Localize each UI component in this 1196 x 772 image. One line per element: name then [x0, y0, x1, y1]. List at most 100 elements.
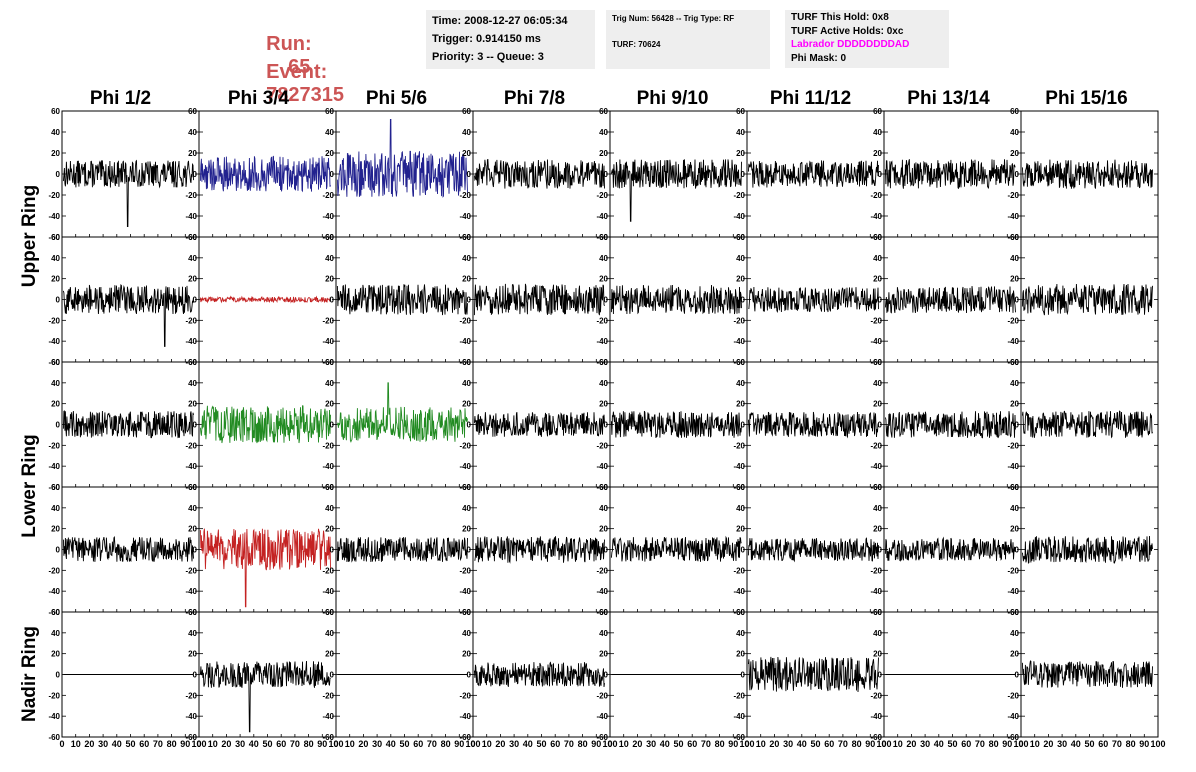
y-tick-label: 40 — [1010, 128, 1019, 137]
y-tick-label: 40 — [736, 629, 745, 638]
x-tick-label: 90 — [454, 739, 464, 749]
y-tick-label: 0 — [878, 170, 883, 179]
x-tick-label: 90 — [317, 739, 327, 749]
y-tick-label: -40 — [596, 462, 608, 471]
y-tick-label: -60 — [48, 233, 60, 242]
y-tick-label: 0 — [604, 296, 609, 305]
y-tick-label: 0 — [878, 546, 883, 555]
x-tick-label: 0 — [333, 739, 338, 749]
y-tick-label: 20 — [873, 275, 882, 284]
x-tick-label: 30 — [98, 739, 108, 749]
x-tick-label: 20 — [84, 739, 94, 749]
x-tick-label: 80 — [989, 739, 999, 749]
x-tick-label: 100 — [1150, 739, 1165, 749]
x-tick-label: 80 — [1126, 739, 1136, 749]
y-tick-label: 60 — [51, 608, 60, 617]
x-tick-label: 70 — [1112, 739, 1122, 749]
y-tick-label: 60 — [188, 233, 197, 242]
y-tick-label: 60 — [736, 483, 745, 492]
waveform-series — [473, 159, 605, 189]
y-tick-label: -40 — [459, 337, 471, 346]
y-tick-label: 0 — [56, 671, 61, 680]
y-tick-label: 60 — [51, 483, 60, 492]
x-tick-label: 10 — [893, 739, 903, 749]
y-tick-label: -40 — [322, 587, 334, 596]
y-tick-label: 60 — [188, 107, 197, 116]
y-tick-label: 60 — [51, 107, 60, 116]
y-tick-label: -20 — [870, 691, 882, 700]
y-tick-label: 40 — [462, 629, 471, 638]
y-tick-label: 40 — [188, 379, 197, 388]
x-tick-label: 100 — [328, 739, 343, 749]
x-tick-label: 70 — [153, 739, 163, 749]
y-tick-label: 40 — [325, 128, 334, 137]
y-tick-label: 0 — [56, 170, 61, 179]
x-tick-label: 10 — [345, 739, 355, 749]
x-tick-label: 100 — [191, 739, 206, 749]
x-tick-label: 10 — [208, 739, 218, 749]
y-tick-label: -40 — [733, 337, 745, 346]
y-tick-label: 20 — [188, 525, 197, 534]
y-tick-label: 0 — [467, 546, 472, 555]
y-tick-label: -20 — [596, 316, 608, 325]
y-tick-label: 20 — [188, 149, 197, 158]
x-tick-label: 90 — [728, 739, 738, 749]
y-tick-label: -60 — [596, 733, 608, 742]
x-tick-label: 0 — [881, 739, 886, 749]
x-tick-label: 30 — [509, 739, 519, 749]
y-tick-label: -20 — [48, 691, 60, 700]
y-tick-label: 40 — [188, 629, 197, 638]
y-tick-label: 0 — [1015, 546, 1020, 555]
x-tick-label: 90 — [180, 739, 190, 749]
x-tick-label: 30 — [646, 739, 656, 749]
run-label: Run: — [266, 33, 312, 55]
waveform-series — [1021, 410, 1153, 439]
y-tick-label: -40 — [870, 337, 882, 346]
y-tick-label: -40 — [185, 462, 197, 471]
y-tick-label: 20 — [873, 650, 882, 659]
x-tick-label: 70 — [701, 739, 711, 749]
y-tick-label: 0 — [878, 296, 883, 305]
y-tick-label: -60 — [48, 358, 60, 367]
column-label-phi-9-10: Phi 9/10 — [636, 88, 709, 109]
y-tick-label: 40 — [599, 128, 608, 137]
waveform-series — [62, 536, 194, 562]
y-tick-label: 0 — [56, 546, 61, 555]
y-tick-label: 0 — [467, 671, 472, 680]
y-tick-label: 0 — [741, 421, 746, 430]
y-tick-label: 20 — [462, 149, 471, 158]
y-tick-label: 60 — [462, 483, 471, 492]
y-tick-label: -40 — [733, 212, 745, 221]
y-tick-label: -60 — [733, 733, 745, 742]
y-tick-label: 0 — [878, 671, 883, 680]
x-tick-label: 20 — [358, 739, 368, 749]
y-tick-label: 40 — [1010, 629, 1019, 638]
x-tick-label: 70 — [290, 739, 300, 749]
y-tick-label: -40 — [48, 212, 60, 221]
x-tick-label: 80 — [441, 739, 451, 749]
y-tick-label: 60 — [599, 107, 608, 116]
x-tick-label: 0 — [607, 739, 612, 749]
y-tick-label: -40 — [459, 212, 471, 221]
waveform-series — [884, 536, 1016, 562]
y-tick-label: 20 — [462, 400, 471, 409]
y-tick-label: 0 — [467, 296, 472, 305]
y-tick-label: 40 — [51, 629, 60, 638]
column-label-phi-5-6: Phi 5/6 — [365, 88, 428, 109]
y-tick-label: -20 — [48, 191, 60, 200]
x-tick-label: 60 — [413, 739, 423, 749]
x-tick-label: 40 — [934, 739, 944, 749]
y-tick-label: 40 — [51, 504, 60, 513]
y-tick-label: 40 — [325, 504, 334, 513]
waveform-series — [747, 411, 879, 439]
y-tick-label: 20 — [325, 525, 334, 534]
y-tick-label: -40 — [322, 712, 334, 721]
y-tick-label: 60 — [736, 358, 745, 367]
y-tick-label: 60 — [1010, 107, 1019, 116]
y-tick-label: -40 — [1007, 212, 1019, 221]
y-tick-label: 40 — [1010, 379, 1019, 388]
y-tick-label: -20 — [733, 566, 745, 575]
y-tick-label: 60 — [462, 608, 471, 617]
y-tick-label: -40 — [322, 212, 334, 221]
y-tick-label: 20 — [325, 149, 334, 158]
